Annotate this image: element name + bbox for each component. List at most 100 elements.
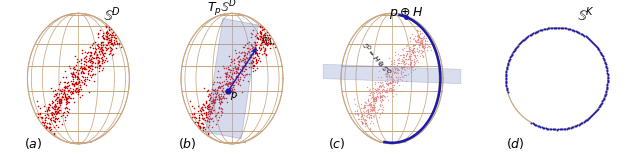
Point [244, 57, 255, 59]
Point [58, 114, 68, 116]
Point [74, 89, 84, 92]
Point [360, 122, 370, 125]
Point [391, 67, 401, 70]
Point [94, 70, 104, 72]
Point [377, 93, 387, 96]
Point [363, 109, 373, 111]
Point [60, 107, 70, 110]
Point [68, 90, 78, 93]
Point [213, 93, 223, 96]
Point [103, 32, 113, 34]
Point [95, 50, 106, 52]
Point [244, 56, 255, 59]
Point [228, 79, 238, 82]
Point [600, 62, 611, 64]
Point [214, 105, 225, 108]
Point [538, 28, 548, 31]
Point [527, 122, 538, 125]
Point [212, 91, 222, 94]
Point [374, 104, 385, 107]
Point [390, 69, 401, 71]
Point [246, 43, 256, 45]
Point [45, 123, 55, 125]
Point [369, 99, 379, 102]
Point [363, 108, 373, 111]
Point [266, 42, 276, 44]
Point [83, 66, 93, 69]
Point [75, 67, 85, 69]
Point [205, 112, 215, 114]
Point [88, 51, 99, 54]
Point [582, 36, 592, 38]
Point [76, 57, 86, 60]
Point [236, 72, 246, 74]
Point [100, 57, 111, 59]
Point [98, 37, 108, 39]
Point [77, 81, 87, 83]
Point [404, 57, 415, 60]
Point [358, 107, 368, 109]
Point [370, 88, 380, 91]
Point [52, 92, 62, 95]
Point [94, 67, 104, 69]
Point [591, 110, 602, 112]
Point [539, 28, 549, 30]
Point [202, 120, 212, 122]
Point [368, 104, 378, 106]
Point [375, 112, 385, 115]
Point [204, 116, 214, 119]
Point [74, 69, 84, 71]
Point [70, 89, 81, 91]
Point [235, 76, 245, 78]
Point [53, 106, 63, 109]
Point [41, 127, 51, 129]
Point [74, 80, 84, 83]
Point [358, 118, 369, 120]
Point [255, 31, 265, 33]
Point [251, 44, 261, 46]
Point [250, 44, 260, 47]
Point [502, 65, 513, 68]
Text: $(b)$: $(b)$ [178, 136, 196, 151]
Point [404, 67, 415, 69]
Point [237, 66, 247, 69]
Point [242, 51, 252, 54]
Point [206, 111, 216, 114]
Point [378, 99, 388, 101]
Point [70, 68, 81, 70]
Point [365, 116, 376, 119]
Point [68, 76, 78, 78]
Point [69, 82, 79, 85]
Point [369, 97, 380, 99]
Point [248, 67, 258, 69]
Point [197, 122, 207, 124]
Point [242, 61, 252, 63]
Point [103, 41, 113, 43]
Point [211, 111, 221, 114]
Point [381, 73, 392, 75]
Point [384, 68, 394, 71]
Point [408, 47, 419, 49]
Point [223, 75, 234, 77]
Point [251, 52, 261, 55]
Point [99, 53, 109, 56]
Point [238, 65, 248, 67]
Point [64, 101, 74, 103]
Point [410, 46, 420, 49]
Point [234, 55, 244, 57]
Point [580, 35, 591, 38]
Point [254, 52, 264, 55]
Point [54, 83, 65, 86]
Point [361, 109, 371, 112]
Point [409, 63, 419, 65]
Point [207, 106, 217, 109]
Point [366, 102, 376, 105]
Point [407, 49, 417, 52]
Point [250, 68, 260, 71]
Point [356, 110, 367, 113]
Point [548, 26, 559, 29]
Point [420, 44, 430, 47]
Point [377, 98, 387, 100]
Point [238, 74, 248, 77]
Point [39, 123, 49, 126]
